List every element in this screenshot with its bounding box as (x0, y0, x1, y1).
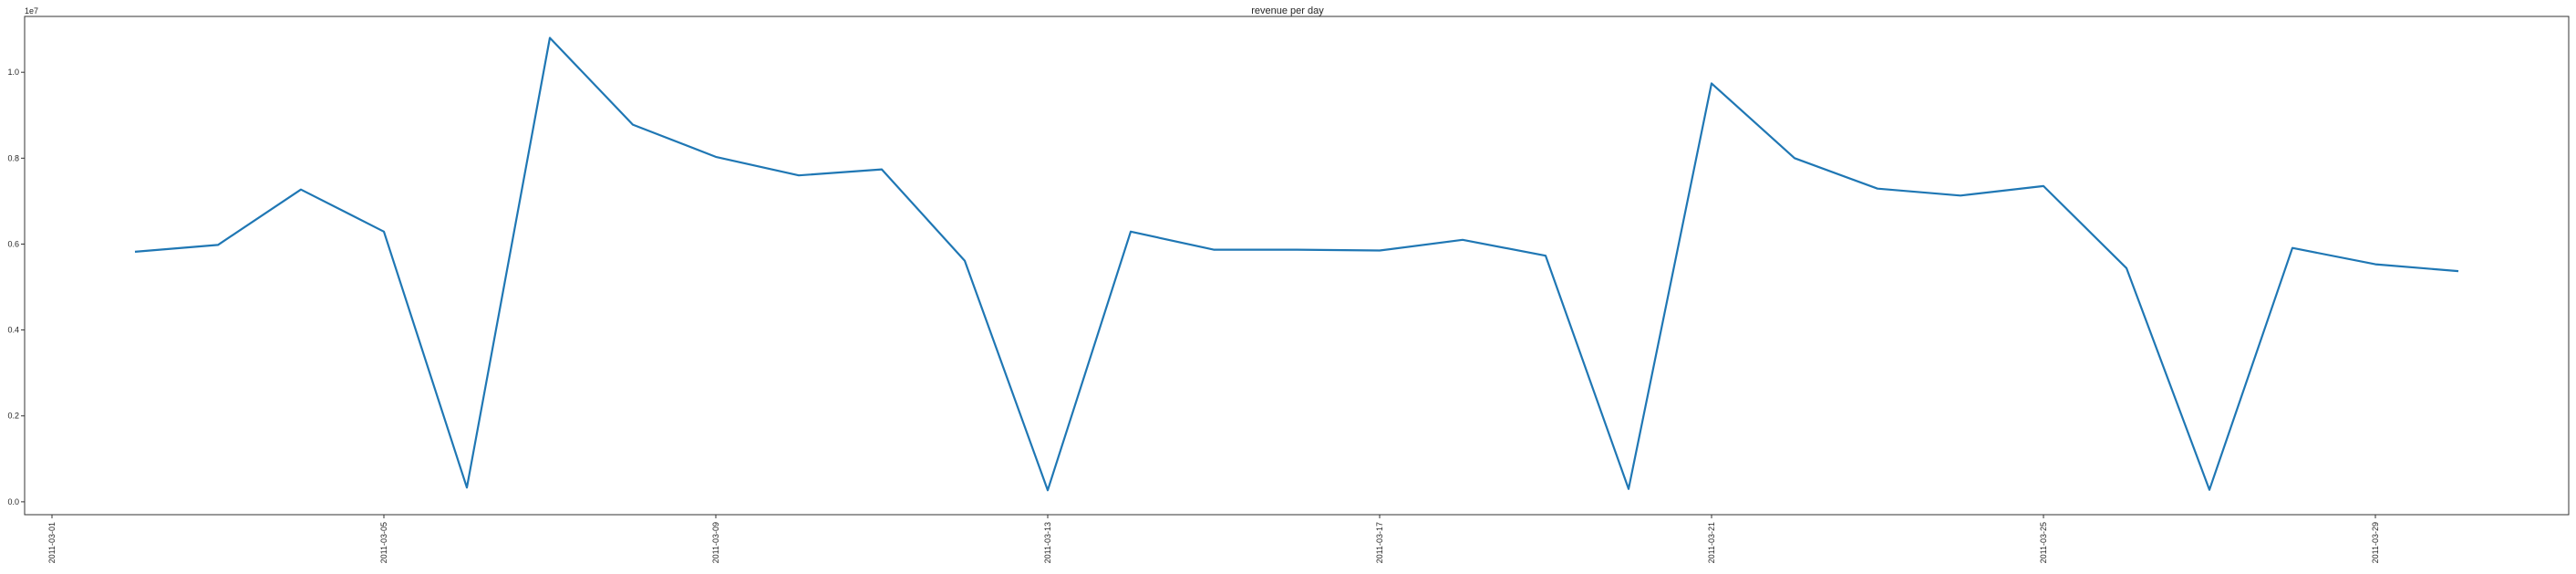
x-axis: 2011-03-01 2011-03-05 2011-03-09 2011-03-13… (47, 515, 2380, 563)
x-tick-label: 2011-03-01 (47, 522, 57, 563)
x-tick-label: 2011-03-05 (379, 522, 388, 563)
revenue-line (134, 37, 2459, 492)
plot-frame (24, 16, 2570, 516)
x-tick-label: 2011-03-17 (1375, 522, 1384, 563)
y-tick-label: 0.2 (7, 412, 19, 421)
y-axis: 0.0 0.2 0.4 0.6 0.8 1.0 (7, 68, 25, 506)
x-tick-label: 2011-03-25 (2039, 522, 2048, 563)
x-tick-label: 2011-03-09 (711, 522, 720, 563)
y-tick-label: 0.8 (7, 153, 19, 162)
x-tick-label: 2011-03-29 (2371, 522, 2380, 563)
chart-title: revenue per day (1251, 5, 1324, 16)
x-tick-label: 2011-03-13 (1043, 522, 1052, 563)
y-tick-label: 0.0 (7, 497, 19, 506)
y-offset-label: 1e7 (25, 6, 38, 16)
y-tick-label: 1.0 (7, 68, 19, 77)
y-tick-label: 0.6 (7, 239, 19, 248)
x-tick-label: 2011-03-21 (1707, 522, 1716, 563)
y-tick-label: 0.4 (7, 326, 19, 335)
